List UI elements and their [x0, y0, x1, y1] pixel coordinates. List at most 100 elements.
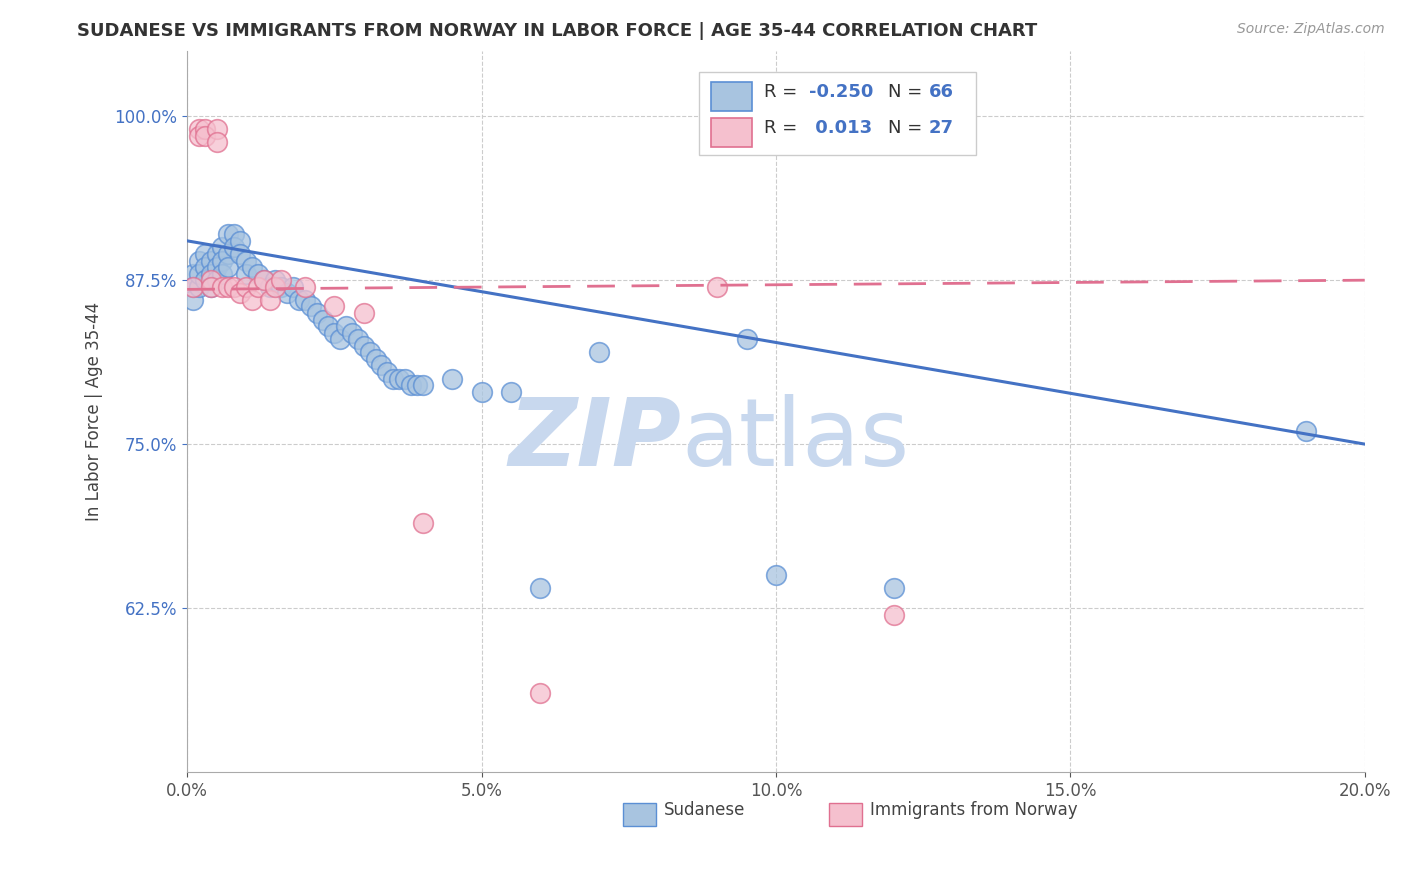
Point	[765, 568, 787, 582]
FancyBboxPatch shape	[711, 82, 752, 111]
Point	[217, 227, 239, 242]
Point	[205, 136, 228, 150]
Point	[883, 607, 905, 622]
Point	[246, 279, 269, 293]
Point	[305, 306, 328, 320]
Point	[205, 273, 228, 287]
Point	[294, 293, 316, 307]
FancyBboxPatch shape	[623, 803, 655, 826]
FancyBboxPatch shape	[830, 803, 862, 826]
Text: N =: N =	[887, 83, 928, 101]
Point	[187, 128, 209, 143]
Point	[229, 247, 252, 261]
Point	[364, 351, 387, 366]
Point	[181, 279, 204, 293]
Point	[1295, 424, 1317, 438]
Text: 27: 27	[929, 120, 955, 137]
Point	[211, 267, 233, 281]
Point	[405, 378, 427, 392]
Point	[253, 273, 276, 287]
Point	[194, 273, 217, 287]
Point	[264, 279, 287, 293]
Point	[375, 365, 398, 379]
Point	[353, 339, 375, 353]
Text: R =: R =	[765, 83, 803, 101]
Point	[388, 371, 411, 385]
Point	[229, 286, 252, 301]
Point	[359, 345, 381, 359]
Point	[217, 247, 239, 261]
Point	[311, 312, 333, 326]
Point	[181, 267, 204, 281]
Point	[329, 332, 352, 346]
Point	[353, 306, 375, 320]
Point	[235, 267, 257, 281]
Point	[229, 234, 252, 248]
Text: SUDANESE VS IMMIGRANTS FROM NORWAY IN LABOR FORCE | AGE 35-44 CORRELATION CHART: SUDANESE VS IMMIGRANTS FROM NORWAY IN LA…	[77, 22, 1038, 40]
Point	[735, 332, 758, 346]
Point	[276, 286, 298, 301]
Point	[217, 279, 239, 293]
Point	[299, 300, 322, 314]
Point	[240, 293, 263, 307]
Point	[200, 267, 222, 281]
Point	[181, 293, 204, 307]
Point	[270, 273, 292, 287]
Point	[529, 686, 551, 700]
Point	[394, 371, 416, 385]
Text: ZIP: ZIP	[509, 394, 682, 486]
Point	[883, 582, 905, 596]
Point	[217, 260, 239, 274]
Point	[200, 253, 222, 268]
Point	[235, 279, 257, 293]
Point	[187, 253, 209, 268]
Point	[340, 326, 363, 340]
Text: Sudanese: Sudanese	[664, 801, 745, 819]
Point	[470, 384, 492, 399]
Point	[335, 319, 357, 334]
Point	[205, 122, 228, 136]
Point	[205, 247, 228, 261]
Point	[211, 253, 233, 268]
Point	[194, 260, 217, 274]
Point	[323, 326, 346, 340]
Point	[288, 293, 311, 307]
Point	[200, 279, 222, 293]
Point	[246, 267, 269, 281]
Text: 0.013: 0.013	[808, 120, 872, 137]
Point	[412, 378, 434, 392]
Text: Immigrants from Norway: Immigrants from Norway	[870, 801, 1078, 819]
Point	[499, 384, 522, 399]
Text: atlas: atlas	[682, 394, 910, 486]
Point	[205, 260, 228, 274]
Point	[270, 279, 292, 293]
Point	[187, 122, 209, 136]
Point	[187, 279, 209, 293]
Point	[264, 273, 287, 287]
Point	[200, 279, 222, 293]
Point	[187, 267, 209, 281]
Text: Source: ZipAtlas.com: Source: ZipAtlas.com	[1237, 22, 1385, 37]
Text: -0.250: -0.250	[808, 83, 873, 101]
Point	[399, 378, 422, 392]
Point	[211, 240, 233, 254]
Point	[441, 371, 464, 385]
Point	[181, 279, 204, 293]
Point	[235, 253, 257, 268]
Point	[347, 332, 370, 346]
Point	[240, 260, 263, 274]
Point	[194, 128, 217, 143]
Point	[194, 247, 217, 261]
Point	[253, 273, 276, 287]
FancyBboxPatch shape	[711, 118, 752, 146]
Point	[294, 279, 316, 293]
Point	[224, 279, 246, 293]
Point	[370, 359, 392, 373]
Point	[588, 345, 610, 359]
Point	[224, 240, 246, 254]
Text: R =: R =	[765, 120, 803, 137]
Text: 66: 66	[929, 83, 955, 101]
Point	[259, 279, 281, 293]
Point	[211, 279, 233, 293]
Point	[382, 371, 405, 385]
